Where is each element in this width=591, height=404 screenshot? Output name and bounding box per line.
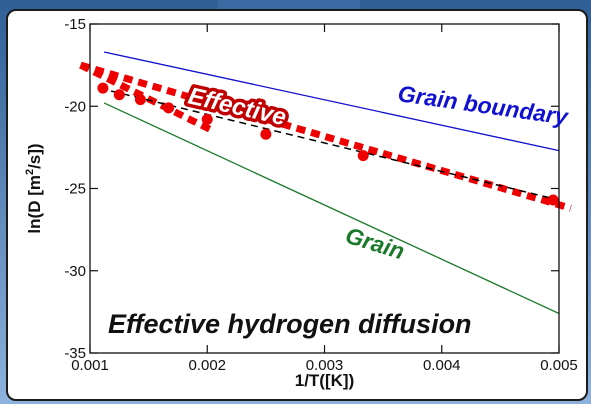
ticks-group: 0.001 0.002 0.003 0.004 0.005 -15 -20 -25 -30 -35 <box>64 16 577 374</box>
effective-data-point <box>163 102 175 114</box>
chart-title: Effective hydrogen diffusion <box>108 309 472 339</box>
effective-data-point <box>547 194 559 206</box>
y-tick-label: -25 <box>64 181 86 198</box>
y-tick-label: -15 <box>64 16 86 33</box>
effective-data-point <box>113 89 125 101</box>
x-tick-label: 0.001 <box>71 357 109 374</box>
effective-data-point <box>357 150 369 162</box>
y-tick-label: -20 <box>64 98 86 115</box>
chart-panel <box>6 9 588 401</box>
plot-area-border <box>89 23 560 354</box>
y-tick-label: -35 <box>64 345 86 362</box>
effective-dotted-line <box>79 61 572 212</box>
effective-label: Effective <box>186 83 289 132</box>
x-tick-label: 0.003 <box>306 357 344 374</box>
effective-dotted-line-short <box>79 61 215 135</box>
effective-data-point <box>201 113 213 125</box>
y-axis-title: ln(D [m2/s]) <box>24 143 44 233</box>
effective-data-point <box>97 82 109 94</box>
effective-data-point <box>260 128 272 140</box>
effective-fit-dashed-line <box>99 87 560 201</box>
x-tick-label: 0.002 <box>188 357 226 374</box>
y-tick-label: -30 <box>64 263 86 280</box>
grain-line <box>103 102 560 315</box>
grain-boundary-label: Grain boundary <box>396 80 570 130</box>
y-axis-title-sup: 2 <box>24 169 36 175</box>
x-tick-label: 0.004 <box>423 357 461 374</box>
grain-boundary-line <box>103 51 560 152</box>
series-group <box>79 51 572 315</box>
y-axis-title-main: ln(D [m <box>25 175 44 234</box>
x-axis-title: 1/T([K]) <box>295 371 354 390</box>
y-axis-title-tail: /s]) <box>25 143 44 169</box>
effective-data-point <box>134 94 146 106</box>
x-tick-label: 0.005 <box>540 357 578 374</box>
